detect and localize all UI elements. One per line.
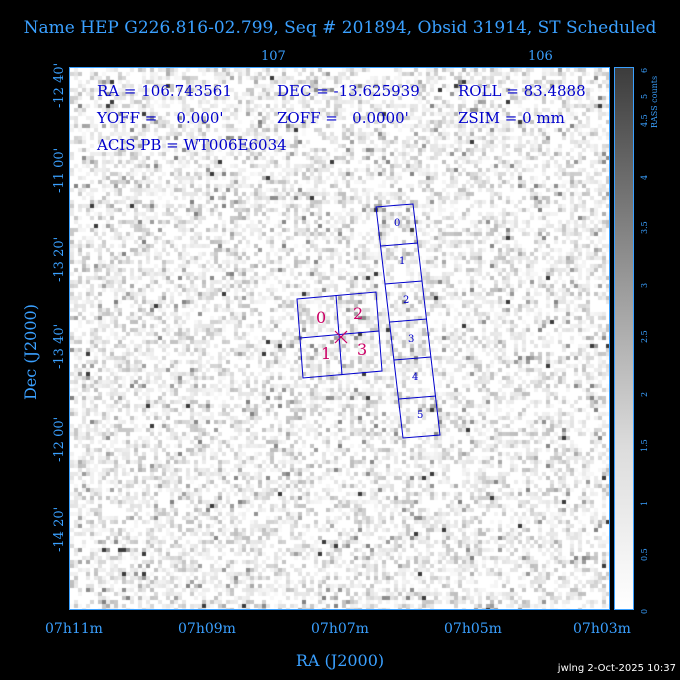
left-tick-1: -12 40' — [52, 62, 67, 108]
acis-i-chip-3-label: 3 — [357, 340, 368, 359]
acis-s-chip-2-label: 2 — [403, 295, 410, 306]
zoff-readout: ZOFF = 0.0000' — [277, 109, 409, 127]
colorbar — [614, 67, 634, 610]
acis-s-array — [375, 203, 441, 439]
colorbar-tick: 6 — [640, 67, 649, 73]
roll-readout: ROLL = 83.4888 — [458, 82, 586, 100]
acis-i-chip-2-label: 2 — [353, 304, 364, 323]
colorbar-tick: 0 — [640, 608, 649, 614]
acis-s-chip-0-label: 0 — [394, 218, 401, 229]
bottom-tick-07h07m: 07h07m — [311, 621, 369, 637]
bottom-tick-07h11m: 07h11m — [45, 621, 103, 637]
colorbar-tick: 1.5 — [640, 439, 649, 452]
yoff-readout: YOFF = 0.000' — [97, 109, 224, 127]
colorbar-tick: 3.5 — [640, 221, 649, 234]
left-tick-5: -12 00' — [52, 416, 67, 462]
colorbar-tick: 2.5 — [640, 330, 649, 343]
bottom-tick-07h03m: 07h03m — [573, 621, 631, 637]
acis-s-chip-1-label: 1 — [399, 256, 406, 267]
y-axis-label: Dec (J2000) — [21, 304, 40, 400]
dec-readout: DEC = -13.625939 — [277, 82, 420, 100]
colorbar-tick: 3 — [640, 282, 649, 288]
aimpoint-marker — [334, 330, 348, 344]
left-tick-6: -14 20' — [52, 506, 67, 552]
colorbar-tick: 4 — [640, 174, 649, 180]
bottom-tick-07h09m: 07h09m — [178, 621, 236, 637]
left-tick-3: -13 20' — [52, 236, 67, 282]
acis-i-chip-0-label: 0 — [316, 308, 327, 327]
bottom-tick-07h05m: 07h05m — [444, 621, 502, 637]
colorbar-tick: 1 — [640, 500, 649, 506]
acis-i-chip-1-label: 1 — [321, 344, 332, 363]
colorbar-label: RASS counts — [650, 75, 659, 128]
ra-readout: RA = 106.743561 — [97, 82, 232, 100]
left-tick-2: -11 00' — [52, 147, 67, 193]
x-axis-label: RA (J2000) — [295, 651, 385, 670]
acis-s-chip-3-label: 3 — [408, 334, 415, 345]
top-tick-106: 106 — [528, 49, 553, 64]
plot-title: Name HEP G226.816-02.799, Seq # 201894, … — [23, 18, 657, 38]
acis-pb-readout: ACIS PB = WT006E6034 — [97, 136, 287, 154]
top-tick-107: 107 — [261, 49, 286, 64]
zsim-readout: ZSIM = 0 mm — [458, 109, 565, 127]
footer-timestamp: jwlng 2-Oct-2025 10:37 — [557, 663, 676, 674]
acis-s-chip-5-label: 5 — [417, 410, 424, 421]
colorbar-tick: 0.5 — [640, 548, 649, 561]
colorbar-tick: 2 — [640, 391, 649, 397]
left-tick-4: -13 40' — [52, 323, 67, 369]
chip-overlay — [296, 203, 441, 439]
acis-s-chip-4-label: 4 — [412, 372, 419, 383]
colorbar-tick: 4.5 — [640, 114, 649, 127]
sky-image: 0 2 1 3 0 1 2 3 4 5 RA = 106.743561 DEC … — [69, 67, 610, 610]
colorbar-tick: 5 — [640, 93, 649, 99]
